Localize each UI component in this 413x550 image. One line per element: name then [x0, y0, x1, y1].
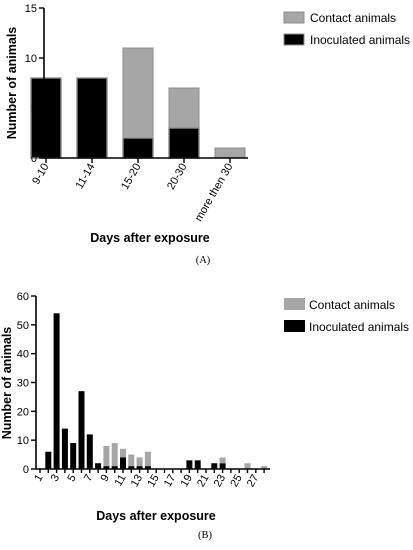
- legend-swatch: [284, 320, 305, 332]
- bar-contact-28: [261, 466, 268, 469]
- bar-contact-11: [120, 448, 126, 458]
- x-tick-label: 3: [49, 473, 62, 484]
- bar-contact-15-20: [122, 47, 154, 139]
- bar-inoculated-11-14: [76, 77, 108, 159]
- bar-inoculated-13: [136, 466, 143, 469]
- y-tick-label: 40: [17, 349, 29, 361]
- x-tick-label: 9: [99, 473, 112, 484]
- x-tick-label: 7: [82, 473, 95, 484]
- bar-inoculated-20: [194, 460, 201, 469]
- bar-inoculated-9: [103, 466, 110, 469]
- y-tick-label: 30: [17, 378, 29, 390]
- y-tick-label: 15: [25, 3, 37, 15]
- bar-contact-9: [103, 445, 110, 467]
- x-tick-label: 15-20: [119, 162, 143, 192]
- x-tick-label: 1: [32, 473, 45, 484]
- x-tick-label: 9-10: [30, 162, 51, 187]
- bar-inoculated-2: [45, 451, 52, 469]
- panel-label: (B): [198, 530, 213, 541]
- y-tick-label: 10: [25, 53, 37, 65]
- y-tick-label: 60: [17, 291, 29, 303]
- x-tick-label: 15: [145, 473, 162, 490]
- legend-swatch: [283, 11, 305, 24]
- y-tick-label: 50: [17, 320, 29, 332]
- x-tick-label: 17: [162, 473, 179, 490]
- y-tick-label: 20: [17, 406, 29, 418]
- x-tick-label: 23: [212, 473, 229, 490]
- legend-label: Inoculated animals: [310, 33, 410, 47]
- bar-inoculated-10: [111, 466, 118, 469]
- bar-inoculated-9-10: [30, 77, 62, 159]
- bar-inoculated-23: [219, 463, 226, 469]
- x-axis-title: Days after exposure: [90, 231, 210, 245]
- y-tick-label: 0: [23, 464, 29, 476]
- bar-contact-20-30: [168, 87, 200, 129]
- x-tick-label: 5: [65, 473, 78, 484]
- bar-inoculated-5: [70, 443, 77, 469]
- bar-inoculated-19: [186, 460, 193, 469]
- x-tick-label: 11: [112, 473, 128, 489]
- bar-inoculated-3: [53, 313, 60, 469]
- legend-label: Contact animals: [310, 11, 396, 25]
- x-tick-label: 21: [195, 473, 212, 490]
- x-tick-label: 11-14: [74, 162, 98, 192]
- bar-contact-14: [144, 451, 151, 467]
- bar-inoculated-4: [61, 428, 68, 469]
- bar-inoculated-8: [95, 463, 102, 469]
- y-tick-label: 0: [31, 153, 37, 165]
- legend-swatch: [283, 33, 305, 46]
- y-tick-label: 10: [17, 435, 29, 447]
- bar-inoculated-22: [211, 463, 218, 469]
- bar-contact-more then 30: [214, 147, 246, 159]
- x-tick-label: 25: [228, 473, 245, 490]
- x-tick-label: 20-30: [165, 162, 189, 192]
- chart-panel-0: 0 5 10 15 9-10 11-14 15-20 20-30 more then 30 Day…: [5, 3, 410, 266]
- y-tick-label: 5: [31, 103, 37, 115]
- bar-contact-13: [136, 457, 143, 467]
- x-tick-label: 13: [129, 473, 146, 490]
- bar-contact-12: [128, 454, 135, 467]
- x-tick-label: 27: [245, 473, 262, 490]
- bar-inoculated-15-20: [122, 137, 154, 159]
- bar-inoculated-11: [120, 457, 126, 469]
- y-axis-title: Number of animals: [5, 27, 19, 140]
- legend-swatch: [284, 298, 305, 310]
- bar-contact-23: [219, 457, 226, 464]
- legend-label: Contact animals: [309, 298, 395, 312]
- panel-label: (A): [196, 255, 211, 266]
- bar-inoculated-7: [86, 434, 93, 469]
- x-axis-title: Days after exposure: [96, 509, 216, 523]
- bar-inoculated-20-30: [168, 127, 200, 159]
- bar-contact-10: [111, 443, 118, 467]
- bar-inoculated-14: [144, 466, 151, 469]
- y-axis-title: Number of animals: [0, 327, 14, 440]
- x-tick-label: 19: [178, 473, 195, 490]
- x-tick-label: more then 30: [193, 162, 236, 224]
- bar-inoculated-12: [128, 466, 135, 469]
- bar-inoculated-6: [78, 391, 85, 469]
- legend-label: Inoculated animals: [309, 320, 409, 334]
- bar-contact-26: [244, 463, 251, 469]
